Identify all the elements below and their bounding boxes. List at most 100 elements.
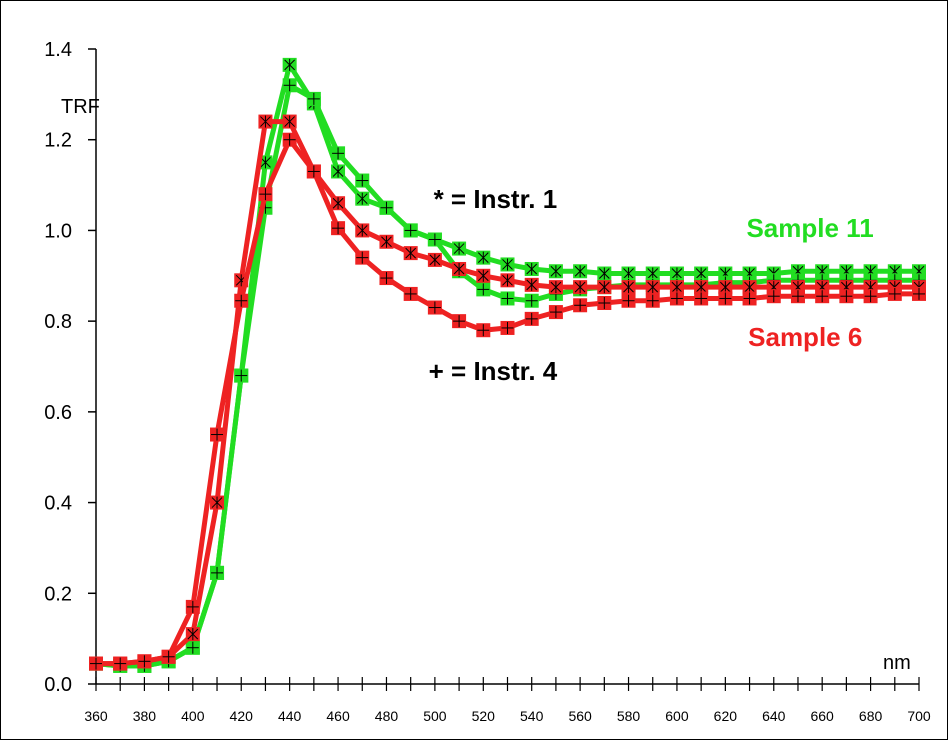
data-point	[524, 311, 539, 326]
data-point	[524, 277, 539, 292]
data-point	[815, 289, 830, 304]
x-tick-label: 460	[326, 708, 350, 724]
series-4	[89, 132, 926, 671]
data-point	[573, 264, 588, 279]
x-ticks: 360 380 400 420 440 460 480 500 520 540 560 580 600 6…	[84, 677, 931, 724]
data-point	[161, 649, 176, 664]
data-point	[403, 286, 418, 301]
data-point	[887, 286, 902, 301]
data-point	[548, 280, 563, 295]
data-point	[452, 261, 467, 276]
data-point	[500, 273, 515, 288]
data-point	[742, 291, 757, 306]
data-point	[694, 291, 709, 306]
data-point	[427, 300, 442, 315]
data-point	[113, 656, 128, 671]
data-point	[210, 427, 225, 442]
x-tick-label: 680	[859, 708, 883, 724]
data-point	[185, 640, 200, 655]
data-point	[718, 291, 733, 306]
x-axis-label: nm	[883, 652, 911, 674]
data-point	[621, 280, 636, 295]
data-point	[234, 368, 249, 383]
data-point	[258, 114, 273, 129]
y-tick-label: 0.2	[44, 583, 72, 605]
y-tick-label: 1.4	[44, 39, 72, 61]
data-point	[258, 187, 273, 202]
data-point	[355, 173, 370, 188]
data-point	[645, 266, 660, 281]
data-point	[403, 223, 418, 238]
data-point	[331, 146, 346, 161]
x-tick-label: 400	[181, 708, 205, 724]
data-point	[331, 221, 346, 236]
data-point	[669, 266, 684, 281]
data-point	[210, 495, 225, 510]
y-tick-label: 0.0	[44, 674, 72, 696]
y-tick-label: 0.8	[44, 311, 72, 333]
data-point	[863, 289, 878, 304]
data-point	[524, 261, 539, 276]
data-point	[476, 268, 491, 283]
data-point	[379, 234, 394, 249]
data-point	[306, 164, 321, 179]
data-point	[500, 257, 515, 272]
data-point	[282, 114, 297, 129]
series-layer	[89, 57, 926, 673]
data-point	[452, 314, 467, 329]
x-tick-label: 640	[762, 708, 786, 724]
data-point	[234, 293, 249, 308]
data-point	[185, 599, 200, 614]
data-point	[379, 271, 394, 286]
data-point	[331, 164, 346, 179]
data-point	[282, 78, 297, 93]
data-point	[669, 291, 684, 306]
data-point	[548, 305, 563, 320]
data-point	[766, 289, 781, 304]
data-point	[621, 266, 636, 281]
data-point	[331, 196, 346, 211]
data-point	[476, 323, 491, 338]
data-point	[379, 200, 394, 215]
y-tick-label: 1.2	[44, 130, 72, 152]
data-point	[694, 280, 709, 295]
x-tick-label: 560	[568, 708, 592, 724]
data-point	[742, 280, 757, 295]
data-point	[573, 298, 588, 313]
y-tick-label: 1.0	[44, 220, 72, 242]
data-point	[355, 191, 370, 206]
data-point	[355, 223, 370, 238]
data-point	[427, 232, 442, 247]
y-tick-label: 0.6	[44, 402, 72, 424]
data-point	[524, 293, 539, 308]
data-point	[669, 280, 684, 295]
x-tick-label: 700	[907, 708, 931, 724]
y-ticks: 0.0 0.2 0.4 0.6 0.8 1.0 1.2 1.4	[44, 39, 96, 696]
data-point	[403, 246, 418, 261]
data-point	[137, 654, 152, 669]
annotation: Sample 11	[746, 213, 873, 243]
data-point	[306, 91, 321, 106]
data-point	[282, 57, 297, 72]
data-point	[282, 132, 297, 147]
annotation: Sample 6	[748, 322, 862, 352]
data-point	[645, 293, 660, 308]
data-point	[573, 280, 588, 295]
x-tick-label: 620	[714, 708, 738, 724]
x-tick-label: 380	[133, 708, 157, 724]
y-tick-label: 0.4	[44, 493, 72, 515]
data-point	[718, 280, 733, 295]
x-tick-label: 600	[665, 708, 689, 724]
x-tick-label: 440	[278, 708, 302, 724]
annotations: * = Instr. 1 + = Instr. 4 Sample 11 Sample …	[429, 184, 874, 386]
data-point	[548, 264, 563, 279]
y-axis-label: TRF	[61, 96, 100, 118]
data-point	[912, 286, 926, 301]
data-point	[694, 266, 709, 281]
data-point	[500, 320, 515, 335]
data-point	[790, 289, 805, 304]
data-point	[500, 291, 515, 306]
data-point	[185, 627, 200, 642]
